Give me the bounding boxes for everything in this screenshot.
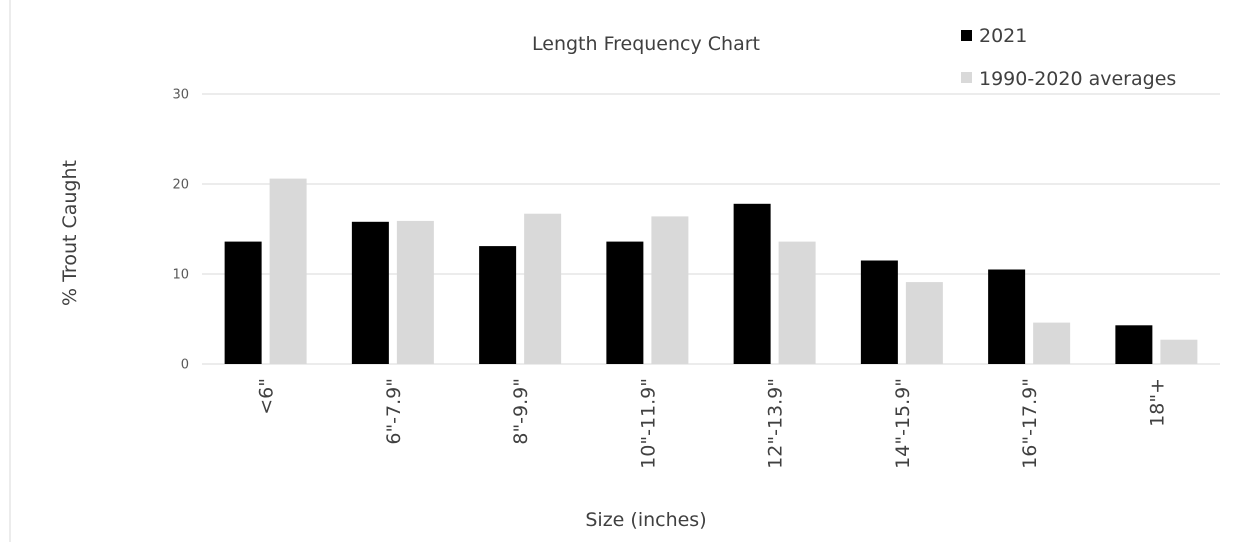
bar-1990-2020-averages-6 bbox=[269, 178, 307, 364]
bar-2021-16-17-9 bbox=[988, 269, 1026, 364]
bar-1990-2020-averages-10-11-9 bbox=[651, 216, 689, 364]
x-axis-title: Size (inches) bbox=[585, 509, 706, 531]
bar-2021-14-15-9 bbox=[860, 260, 898, 364]
y-tick-label: 0 bbox=[181, 358, 189, 373]
chart-title: Length Frequency Chart bbox=[532, 33, 760, 55]
y-tick-label: 10 bbox=[172, 268, 189, 283]
category-labels: <6" 6"-7.9" 8"-9.9" 10"-11.9" 12"-13.9" 14"-1… bbox=[256, 378, 1169, 469]
legend-swatch-2021 bbox=[961, 30, 972, 41]
y-tick-label: 30 bbox=[172, 88, 189, 103]
y-tick-labels: 0 10 20 30 bbox=[172, 88, 189, 373]
bars bbox=[224, 178, 1198, 364]
bar-2021-8-9-9 bbox=[479, 246, 517, 364]
legend-swatch-averages bbox=[961, 72, 972, 83]
bar-1990-2020-averages-14-15-9 bbox=[905, 282, 943, 364]
bar-1990-2020-averages-18 bbox=[1160, 339, 1198, 364]
x-category-label: 14"-15.9" bbox=[892, 378, 914, 469]
bar-1990-2020-averages-6-7-9 bbox=[396, 220, 434, 364]
y-tick-label: 20 bbox=[172, 178, 189, 193]
x-category-label: 8"-9.9" bbox=[510, 378, 532, 445]
bar-2021-10-11-9 bbox=[606, 241, 644, 364]
bar-1990-2020-averages-8-9-9 bbox=[524, 213, 562, 364]
bar-1990-2020-averages-12-13-9 bbox=[778, 241, 816, 364]
legend: 2021 1990-2020 averages bbox=[961, 25, 1176, 90]
x-category-label: 18"+ bbox=[1146, 378, 1168, 427]
x-category-label: <6" bbox=[256, 378, 278, 415]
x-category-label: 12"-13.9" bbox=[765, 378, 787, 469]
bar-2021-12-13-9 bbox=[733, 203, 771, 364]
legend-label-averages: 1990-2020 averages bbox=[979, 68, 1176, 90]
x-category-label: 16"-17.9" bbox=[1019, 378, 1041, 469]
x-category-label: 10"-11.9" bbox=[637, 378, 659, 469]
bar-1990-2020-averages-16-17-9 bbox=[1033, 322, 1071, 364]
bar-2021-6 bbox=[224, 241, 262, 364]
y-axis-title: % Trout Caught bbox=[59, 160, 81, 306]
bar-2021-18 bbox=[1115, 325, 1153, 364]
x-category-label: 6"-7.9" bbox=[383, 378, 405, 445]
bar-2021-6-7-9 bbox=[351, 221, 389, 364]
legend-label-2021: 2021 bbox=[979, 25, 1027, 47]
